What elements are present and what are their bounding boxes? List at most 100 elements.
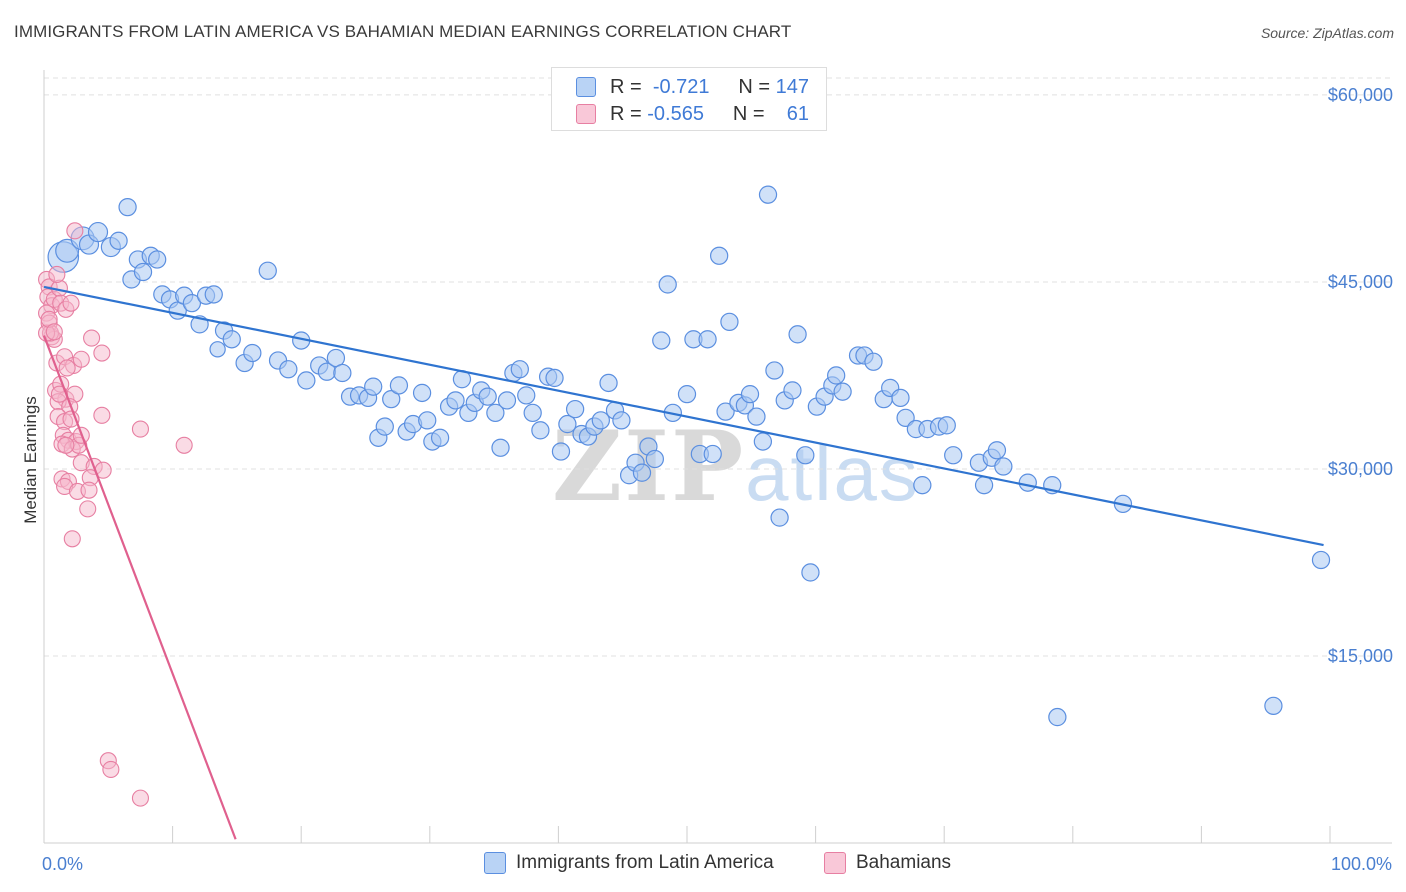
data-point-bahamians xyxy=(93,406,111,424)
data-point-latin-america xyxy=(891,388,910,408)
data-point-bahamians xyxy=(79,500,97,518)
data-point-latin-america xyxy=(491,438,510,457)
data-point-latin-america xyxy=(801,563,820,582)
data-point-latin-america xyxy=(523,403,542,423)
data-point-latin-america xyxy=(517,386,536,405)
data-point-latin-america xyxy=(375,417,394,436)
data-point-latin-america xyxy=(1018,473,1037,492)
data-point-latin-america xyxy=(677,385,697,404)
legend-n-value: 147 xyxy=(775,75,809,98)
legend-row-pink: R = -0.565 N = 61 xyxy=(576,102,809,126)
data-point-latin-america xyxy=(652,331,671,350)
legend-r-value: -0.565 xyxy=(647,102,704,125)
data-point-latin-america xyxy=(133,262,153,282)
data-point-latin-america xyxy=(788,325,807,344)
data-point-latin-america xyxy=(987,441,1007,460)
legend-row-blue: R = -0.721 N = 147 xyxy=(576,75,809,99)
data-point-latin-america xyxy=(740,385,760,404)
y-tick-label: $60,000 xyxy=(1328,85,1393,105)
data-point-latin-america xyxy=(497,391,517,410)
data-point-latin-america xyxy=(364,377,383,396)
correlation-legend: R = -0.721 N = 147 R = -0.565 N = 61 xyxy=(551,67,827,131)
data-point-bahamians xyxy=(83,329,101,347)
data-point-latin-america xyxy=(258,261,277,280)
data-point-latin-america xyxy=(118,197,137,217)
data-point-latin-america xyxy=(531,421,550,440)
trendline-latin-america xyxy=(43,285,1324,547)
data-point-latin-america xyxy=(864,352,883,371)
data-point-bahamians xyxy=(57,436,75,454)
data-point-latin-america xyxy=(710,246,729,265)
legend-r-label: R = xyxy=(610,75,642,98)
data-point-bahamians xyxy=(131,420,149,438)
data-point-latin-america xyxy=(558,414,577,434)
data-point-bahamians xyxy=(48,265,66,284)
data-point-latin-america xyxy=(389,376,409,395)
watermark: ZIPatlas xyxy=(552,410,920,523)
data-point-latin-america xyxy=(243,343,262,363)
y-tick-label: $30,000 xyxy=(1328,459,1393,479)
data-point-latin-america xyxy=(204,285,223,304)
data-point-latin-america xyxy=(645,449,664,469)
legend-n-value: 61 xyxy=(786,102,809,125)
data-point-bahamians xyxy=(62,294,80,312)
legend-swatch-pink xyxy=(576,104,596,124)
data-point-bahamians xyxy=(175,436,193,454)
chart-title: IMMIGRANTS FROM LATIN AMERICA VS BAHAMIA… xyxy=(14,22,792,41)
trendline-bahamians xyxy=(42,335,237,840)
legend-n-label: N = xyxy=(738,75,771,98)
x-tick-label: 0.0% xyxy=(42,854,83,874)
data-point-latin-america xyxy=(182,293,202,313)
data-point-bahamians xyxy=(80,481,98,499)
legend-item-latin-america[interactable]: Immigrants from Latin America xyxy=(484,852,774,874)
legend-swatch-blue xyxy=(576,77,596,97)
axis-labels: $15,000 $30,000 $45,000 $60,000 0.0% 100.0% Me… xyxy=(21,85,1393,874)
data-point-latin-america xyxy=(551,442,571,461)
data-point-latin-america xyxy=(753,432,773,451)
data-point-latin-america xyxy=(937,416,956,435)
legend-r-value: -0.721 xyxy=(652,75,710,98)
data-point-latin-america xyxy=(716,402,735,421)
data-point-latin-america xyxy=(486,403,505,423)
data-point-latin-america xyxy=(510,360,529,379)
data-point-bahamians xyxy=(72,350,90,368)
data-point-latin-america xyxy=(632,463,652,482)
data-point-latin-america xyxy=(765,361,784,380)
legend-r-label: R = xyxy=(610,102,642,125)
data-point-bahamians xyxy=(93,344,111,362)
legend-swatch-blue xyxy=(484,852,506,874)
series-latin-america xyxy=(47,185,1331,727)
data-point-latin-america xyxy=(770,508,789,527)
data-point-latin-america xyxy=(994,457,1013,476)
data-point-latin-america xyxy=(913,476,932,495)
data-point-latin-america xyxy=(297,371,316,390)
data-point-latin-america xyxy=(698,330,717,349)
data-point-latin-america xyxy=(720,312,739,331)
data-point-latin-america xyxy=(1264,696,1283,716)
data-point-latin-america xyxy=(1048,707,1067,727)
data-point-latin-america xyxy=(109,231,128,250)
data-point-latin-america xyxy=(703,444,722,464)
data-point-latin-america xyxy=(1311,550,1331,570)
data-point-latin-america xyxy=(148,250,167,269)
trend-lines xyxy=(42,285,1324,840)
data-point-latin-america xyxy=(446,391,465,410)
data-point-latin-america xyxy=(827,366,846,385)
data-point-latin-america xyxy=(87,221,109,243)
data-point-latin-america xyxy=(833,382,852,401)
data-point-latin-america xyxy=(758,185,778,204)
data-point-latin-america xyxy=(783,381,802,400)
y-tick-label: $15,000 xyxy=(1328,646,1393,666)
data-point-latin-america xyxy=(796,446,815,465)
data-point-latin-america xyxy=(599,373,618,393)
data-point-latin-america xyxy=(896,408,915,428)
watermark-atlas: atlas xyxy=(745,429,920,517)
data-point-latin-america xyxy=(279,360,298,379)
legend-n-label: N = xyxy=(732,102,765,125)
x-tick-label: 100.0% xyxy=(1331,854,1392,874)
legend-item-bahamians[interactable]: Bahamians xyxy=(824,852,951,874)
data-point-latin-america xyxy=(382,389,401,409)
data-point-latin-america xyxy=(478,387,497,406)
data-point-latin-america xyxy=(418,411,437,430)
